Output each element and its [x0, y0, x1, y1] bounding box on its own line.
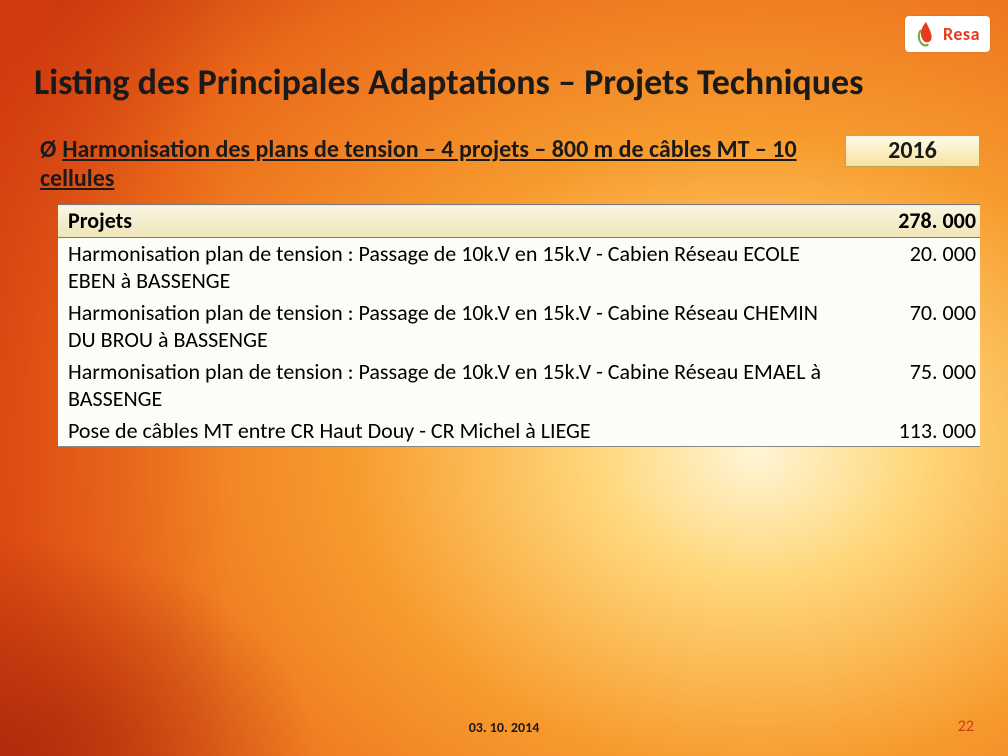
row-desc: Harmonisation plan de tension : Passage … [58, 297, 838, 356]
subtitle-text: Harmonisation des plans de tension – 4 p… [40, 135, 797, 193]
subtitle-row: ØHarmonisation des plans de tension – 4 … [40, 135, 980, 193]
row-value: 75. 000 [838, 356, 980, 415]
table-row: Harmonisation plan de tension : Passage … [58, 297, 980, 356]
logo: Resa [905, 16, 990, 52]
row-desc: Harmonisation plan de tension : Passage … [58, 237, 838, 297]
logo-mark-icon [915, 20, 937, 48]
row-desc: Harmonisation plan de tension : Passage … [58, 356, 838, 415]
footer-date: 03. 10. 2014 [469, 719, 540, 736]
table-header-row: Projets 278. 000 [58, 205, 980, 238]
slide: Resa Listing des Principales Adaptations… [0, 0, 1008, 756]
bullet-icon: Ø [40, 135, 56, 164]
table-row: Pose de câbles MT entre CR Haut Douy - C… [58, 415, 980, 447]
projects-table: Projets 278. 000 Harmonisation plan de t… [58, 204, 980, 447]
year-box: 2016 [845, 135, 980, 167]
subtitle: ØHarmonisation des plans de tension – 4 … [40, 135, 829, 193]
header-total: 278. 000 [838, 205, 980, 238]
row-value: 70. 000 [838, 297, 980, 356]
header-label: Projets [58, 205, 838, 238]
page-title: Listing des Principales Adaptations – Pr… [34, 60, 980, 104]
page-number: 22 [958, 717, 974, 736]
table-row: Harmonisation plan de tension : Passage … [58, 237, 980, 297]
row-value: 113. 000 [838, 415, 980, 447]
row-value: 20. 000 [838, 237, 980, 297]
table-row: Harmonisation plan de tension : Passage … [58, 356, 980, 415]
row-desc: Pose de câbles MT entre CR Haut Douy - C… [58, 415, 838, 447]
logo-text: Resa [943, 23, 980, 45]
